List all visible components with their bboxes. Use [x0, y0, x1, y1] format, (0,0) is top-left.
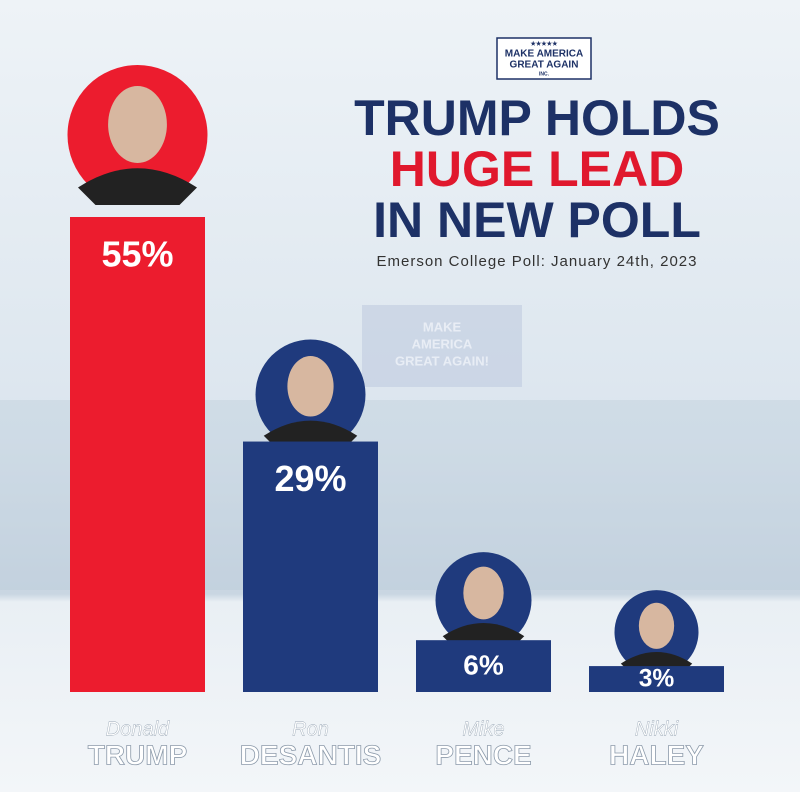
logo-box	[496, 37, 592, 80]
logo-text: MAKE AMERICA	[505, 49, 584, 60]
bar	[416, 640, 551, 692]
last-name: PENCE	[435, 739, 531, 770]
logo-small: INC.	[539, 71, 550, 77]
title-line: HUGE LEAD	[390, 141, 684, 197]
bar	[589, 666, 724, 692]
title-line: TRUMP HOLDS	[354, 90, 720, 146]
value-label: 6%	[463, 649, 504, 680]
value-label: 3%	[639, 666, 675, 693]
value-label: 29%	[274, 458, 346, 499]
first-name: Donald	[106, 718, 170, 740]
logo-stars: ★★★★★	[531, 41, 559, 48]
first-name: Mike	[462, 718, 504, 740]
portrait-head	[463, 566, 504, 620]
title-line: IN NEW POLL	[373, 192, 701, 248]
last-name: DESANTIS	[240, 739, 382, 770]
portrait-head	[287, 356, 334, 417]
sign-text: GREAT AGAIN!	[395, 353, 489, 368]
portrait-body	[78, 168, 197, 205]
value-label: 55%	[101, 234, 173, 275]
first-name: Ron	[292, 718, 329, 740]
sign-text: MAKE	[423, 319, 462, 334]
logo-text: GREAT AGAIN	[510, 60, 579, 71]
portrait-head	[638, 602, 675, 649]
portrait-head	[108, 86, 167, 163]
last-name: TRUMP	[88, 739, 188, 770]
first-name: Nikki	[635, 718, 679, 740]
subtitle: Emerson College Poll: January 24th, 2023	[376, 253, 697, 270]
sign-text: AMERICA	[412, 336, 473, 351]
bar	[70, 217, 205, 692]
background-sign	[362, 305, 522, 387]
bar	[243, 441, 378, 692]
last-name: HALEY	[609, 739, 704, 770]
